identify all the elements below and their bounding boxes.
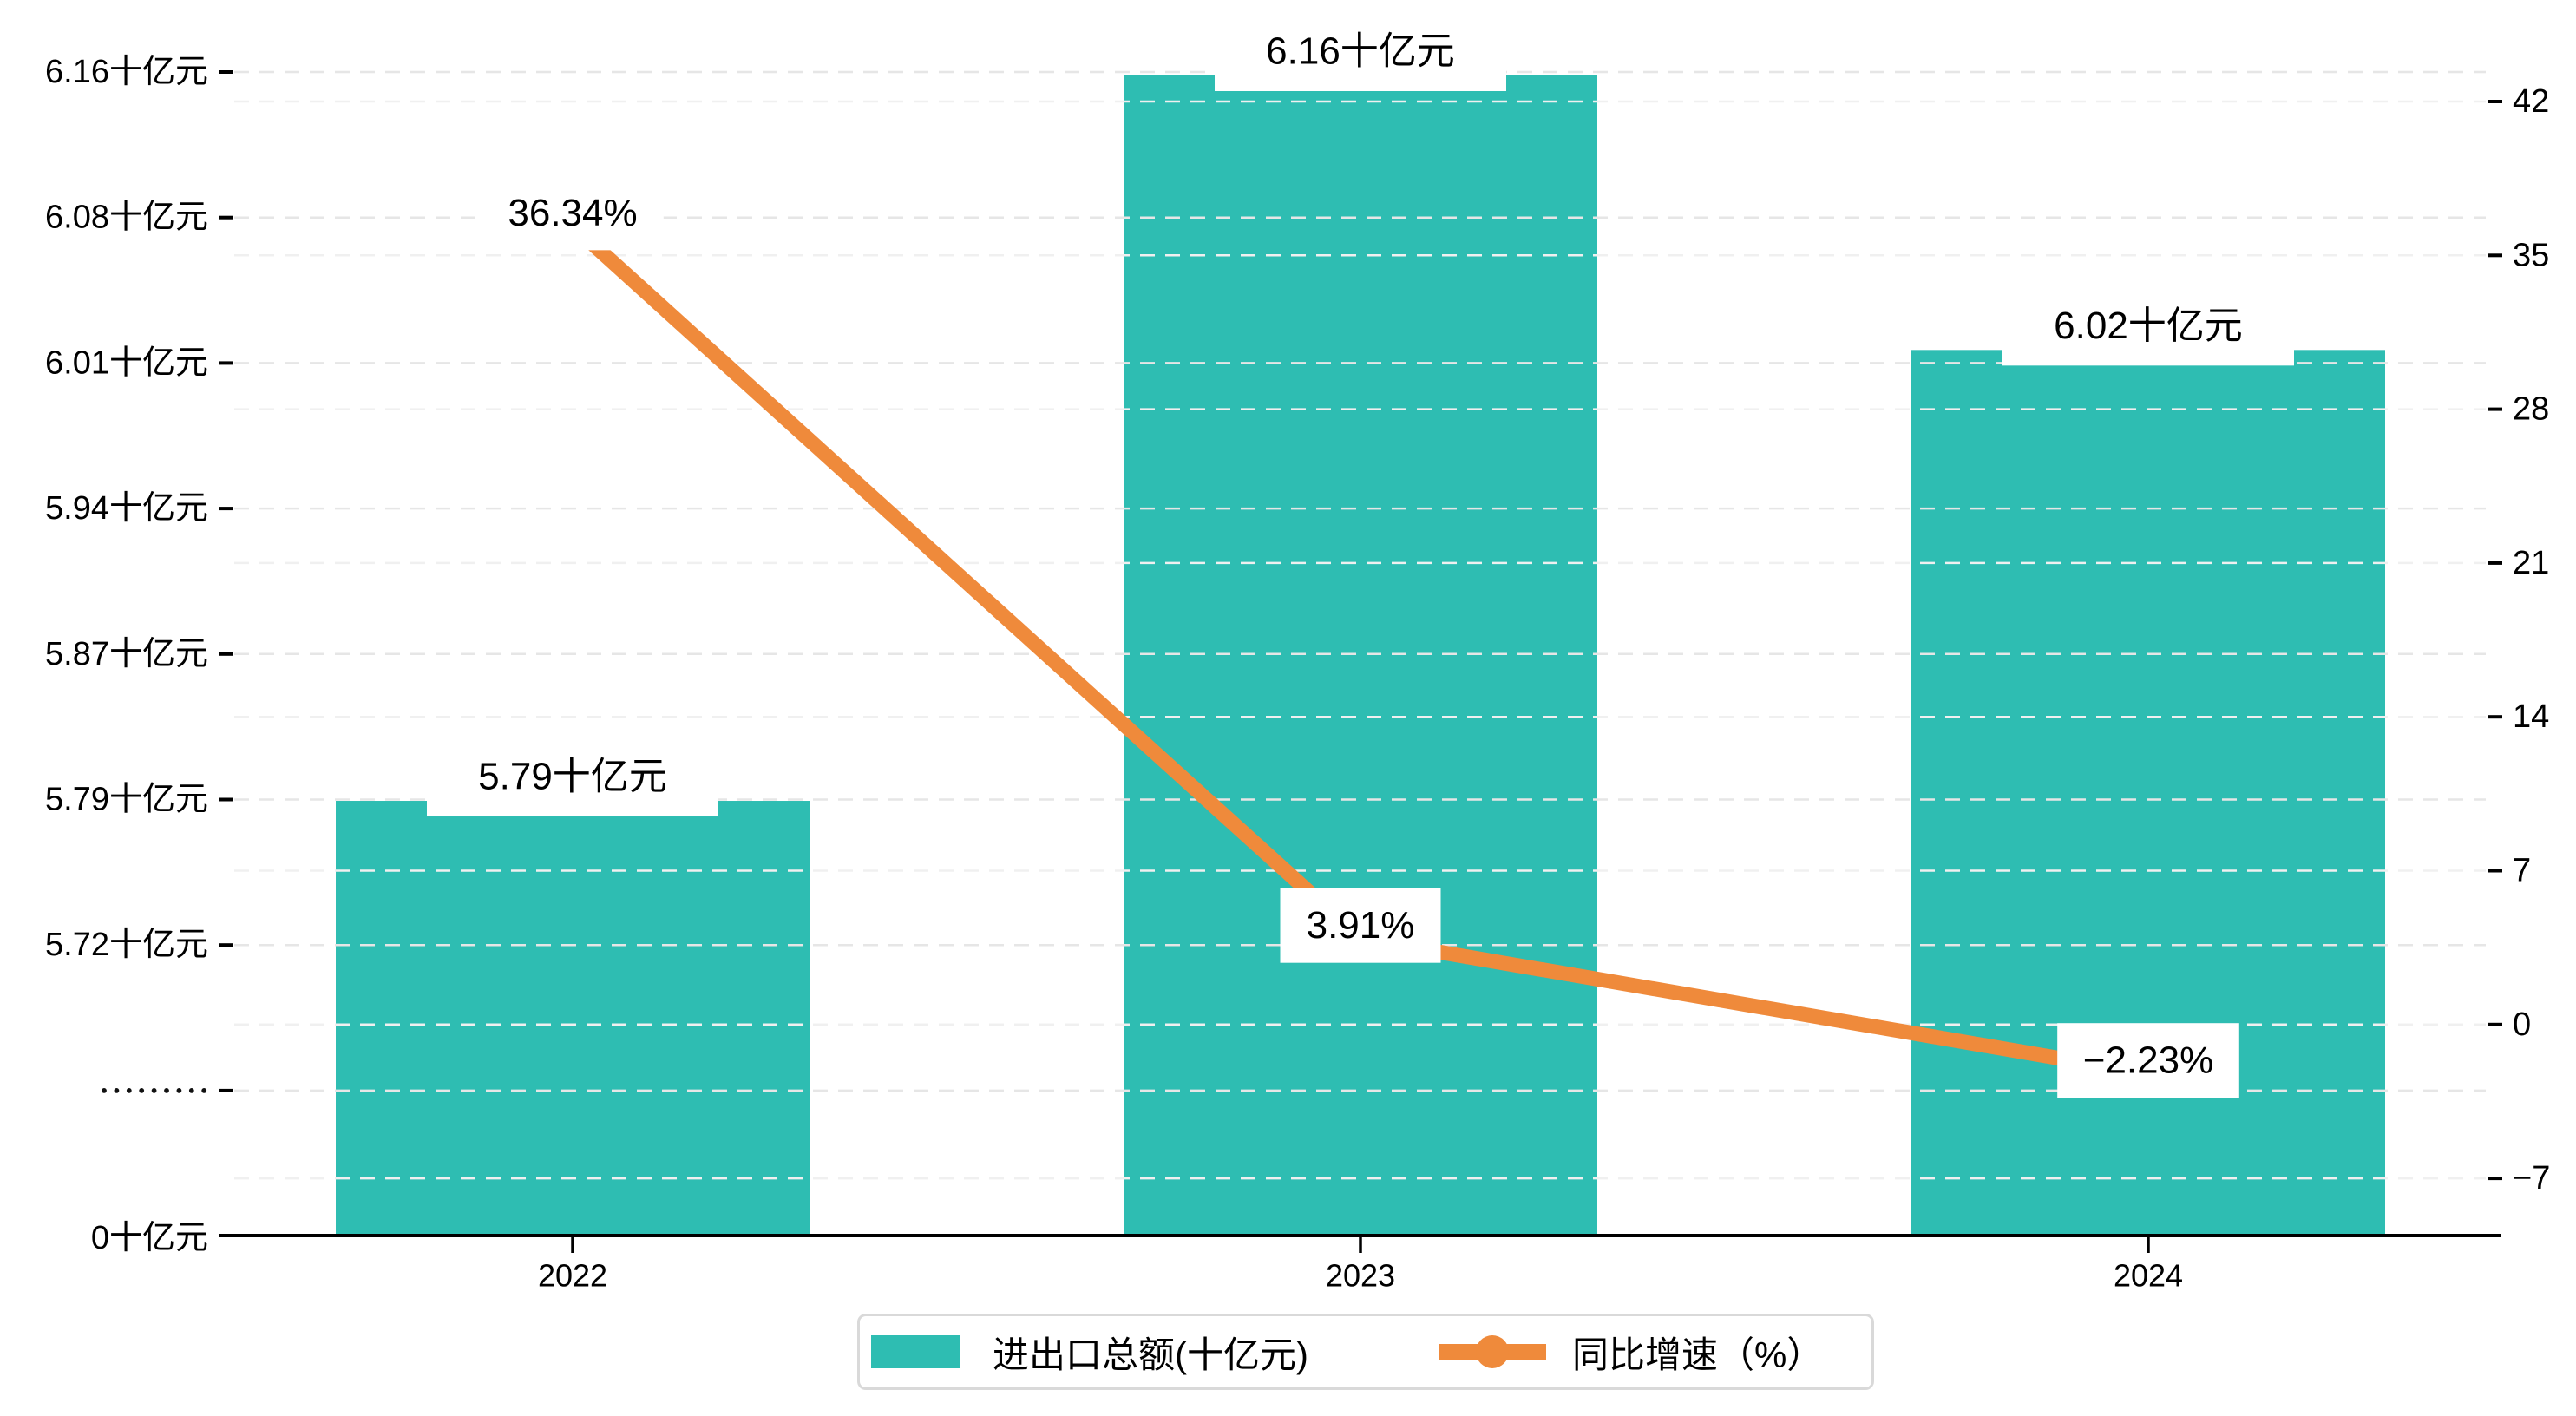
left-axis-tick bbox=[219, 943, 233, 947]
bar-2024 bbox=[1911, 350, 2385, 1236]
right-axis-label: 21 bbox=[2513, 545, 2549, 581]
left-axis-tick bbox=[219, 1088, 233, 1092]
right-axis-label: 7 bbox=[2513, 853, 2531, 889]
left-axis-label: 6.16十亿元 bbox=[45, 54, 208, 90]
left-axis-label: 5.87十亿元 bbox=[45, 636, 208, 672]
right-axis-label: −7 bbox=[2513, 1160, 2550, 1196]
bar-series bbox=[336, 75, 2385, 1236]
bar-value-label-box bbox=[427, 733, 718, 817]
left-axis-tick bbox=[219, 361, 233, 365]
bar-value-label: 6.02十亿元 bbox=[2054, 305, 2243, 347]
legend-line-series-label: 同比增速（%） bbox=[1571, 1334, 1824, 1375]
axes: 6.16十亿元 6.08十亿元 6.01十亿元 5.94十亿元 5.87十亿元 5.79十… bbox=[45, 54, 2550, 1294]
left-axis-tick bbox=[219, 652, 233, 656]
left-axis-label: 5.79十亿元 bbox=[45, 782, 208, 818]
left-axis-tick bbox=[219, 507, 233, 511]
x-axis-label: 2023 bbox=[1326, 1258, 1395, 1294]
axis-break-dot bbox=[139, 1088, 145, 1093]
axis-break-dot bbox=[188, 1088, 194, 1093]
legend-item-line-series[interactable]: 同比增速（%） bbox=[1308, 1316, 1823, 1387]
legend-item-bar-series[interactable]: 进出口总额(十亿元) bbox=[860, 1316, 1308, 1387]
line-value-label: −2.23% bbox=[2083, 1039, 2213, 1082]
axis-break-dot bbox=[164, 1088, 169, 1093]
bar-value-label: 5.79十亿元 bbox=[478, 756, 667, 798]
line-value-label-box bbox=[1280, 888, 1441, 963]
right-axis-tick bbox=[2488, 560, 2502, 565]
axis-break-dot bbox=[126, 1088, 132, 1093]
legend: 进出口总额(十亿元) 同比增速（%） bbox=[857, 1314, 1874, 1390]
bar-value-label-box bbox=[2002, 282, 2294, 366]
legend-bar-series-label: 进出口总额(十亿元) bbox=[993, 1334, 1308, 1375]
bar-series-swatch-icon bbox=[871, 1335, 960, 1368]
x-axis-label: 2024 bbox=[2114, 1258, 2183, 1294]
left-axis-tick bbox=[219, 215, 233, 220]
x-axis-label: 2022 bbox=[538, 1258, 607, 1294]
left-axis-tick bbox=[219, 1234, 233, 1237]
bar-2023 bbox=[1124, 75, 1597, 1236]
line-value-label-box bbox=[2057, 1023, 2239, 1098]
right-axis-label: 0 bbox=[2513, 1006, 2531, 1043]
right-axis-label: 42 bbox=[2513, 83, 2549, 120]
axis-break-dot bbox=[102, 1088, 107, 1093]
left-axis-label: 6.01十亿元 bbox=[45, 344, 208, 381]
right-axis-tick bbox=[2488, 407, 2502, 411]
left-axis-label: 6.08十亿元 bbox=[45, 200, 208, 236]
line-value-label: 3.91% bbox=[1307, 904, 1415, 947]
right-axis-tick bbox=[2488, 1177, 2502, 1181]
data-labels: 5.79十亿元 6.16十亿元 6.02十亿元 36.34% 3.91% −2.23% bbox=[427, 8, 2294, 1098]
left-axis-tick bbox=[219, 70, 233, 74]
bar-value-label: 6.16十亿元 bbox=[1266, 30, 1455, 73]
left-axis-label: 0十亿元 bbox=[91, 1220, 208, 1256]
left-axis-tick bbox=[219, 797, 233, 802]
right-axis-label: 14 bbox=[2513, 698, 2549, 735]
axis-break-dot bbox=[176, 1088, 182, 1093]
left-axis-label: 5.72十亿元 bbox=[45, 927, 208, 963]
line-value-label-box bbox=[482, 175, 664, 251]
line-value-label: 36.34% bbox=[508, 192, 637, 234]
line-series-marker-icon bbox=[1438, 1335, 1546, 1368]
right-axis-label: 28 bbox=[2513, 391, 2549, 428]
right-axis-tick bbox=[2488, 253, 2502, 258]
left-axis-label: 5.94十亿元 bbox=[45, 490, 208, 527]
axis-break-dot bbox=[114, 1088, 120, 1093]
bar-2022 bbox=[336, 801, 810, 1236]
right-axis-label: 35 bbox=[2513, 237, 2549, 273]
axis-break-dot bbox=[201, 1088, 207, 1093]
right-axis-tick bbox=[2488, 715, 2502, 719]
right-axis-tick bbox=[2488, 869, 2502, 873]
right-axis-tick bbox=[2488, 1022, 2502, 1026]
right-axis-tick bbox=[2488, 100, 2502, 103]
bar-value-label-box bbox=[1215, 8, 1506, 91]
axis-break-dot bbox=[151, 1088, 157, 1093]
